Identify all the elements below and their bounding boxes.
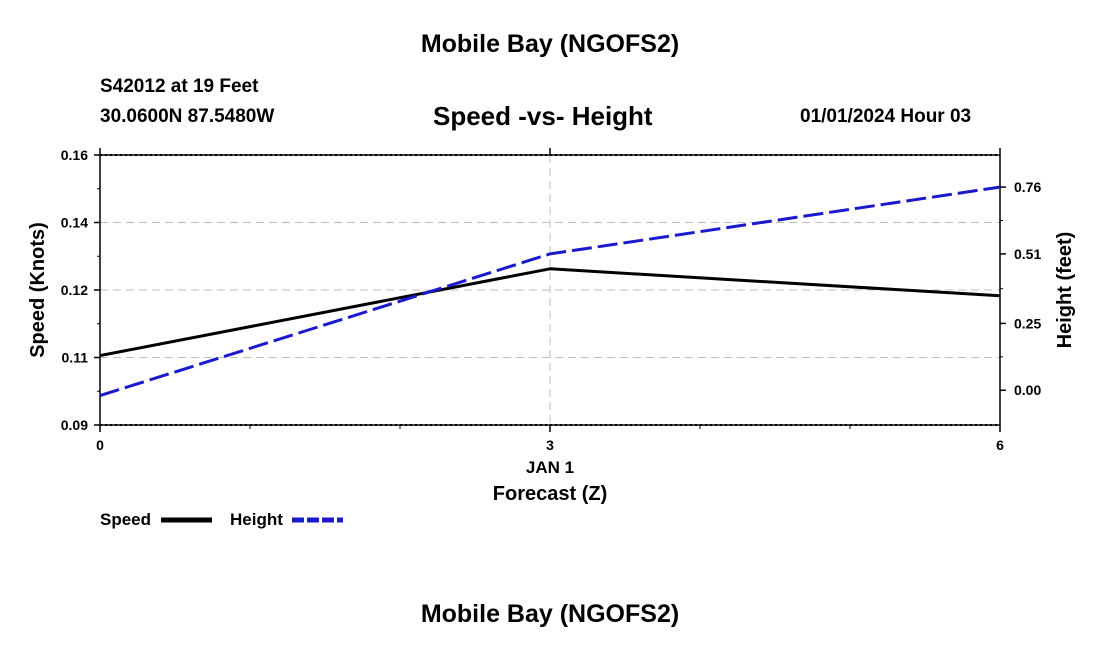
- left-y-axis-title: Speed (Knots): [27, 222, 49, 358]
- legend-speed-label: Speed: [100, 510, 152, 529]
- x-axis-title: Forecast (Z): [493, 483, 607, 505]
- chart-footer-title: Mobile Bay (NGOFS2): [420, 600, 680, 628]
- x-tick-label: 6: [996, 437, 1004, 453]
- left-y-tick-label: 0.14: [61, 215, 88, 231]
- station-label: S42012 at 19 Feet: [100, 76, 259, 97]
- right-y-tick-label: 0.00: [1014, 382, 1041, 398]
- right-y-tick-label: 0.76: [1014, 179, 1041, 195]
- right-y-tick-label: 0.51: [1014, 246, 1041, 262]
- coordinates-label: 30.0600N 87.5480W: [100, 106, 275, 127]
- left-y-tick-label: 0.12: [61, 282, 88, 298]
- legend-height-label: Height: [230, 510, 283, 529]
- series-line-speed: [99, 267, 1001, 358]
- right-y-tick-label: 0.25: [1014, 315, 1041, 331]
- x-tick-label: 3: [546, 437, 554, 453]
- chart-subtitle: Speed -vs- Height: [433, 101, 653, 131]
- left-y-tick-label: 0.11: [62, 350, 89, 366]
- x-date-label: JAN 1: [526, 458, 574, 477]
- series-line-height: [99, 185, 1001, 398]
- x-tick-label: 0: [96, 437, 104, 453]
- left-y-tick-label: 0.16: [61, 147, 88, 163]
- chart-main-title: Mobile Bay (NGOFS2): [420, 30, 680, 58]
- left-y-tick-label: 0.09: [61, 417, 88, 433]
- right-y-axis-title: Height (feet): [1054, 232, 1076, 349]
- datetime-label: 01/01/2024 Hour 03: [800, 106, 972, 127]
